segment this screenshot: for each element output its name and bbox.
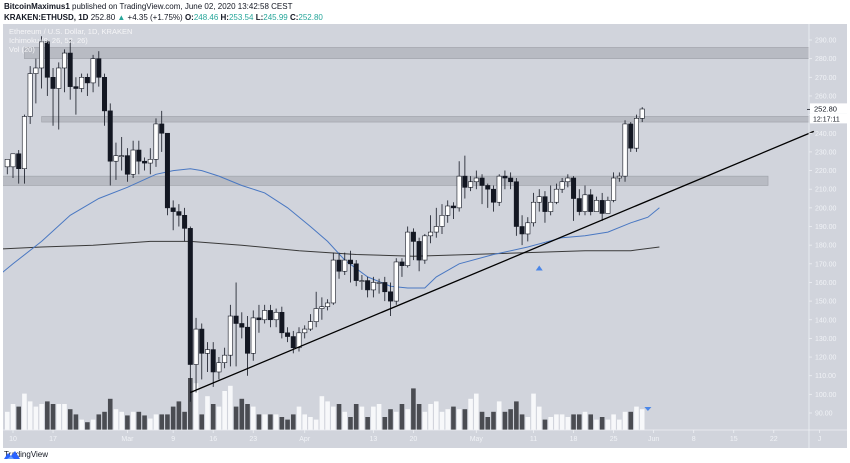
last-price-label: [810, 103, 847, 114]
price-tick: 90.00: [815, 411, 833, 418]
resistance-zone[interactable]: [24, 47, 810, 59]
price-change: +4.35 (+1.75%): [127, 13, 183, 22]
countdown-label: [810, 113, 847, 124]
time-tick: 10: [9, 436, 17, 443]
price-tick: 140.00: [815, 317, 837, 324]
high-value: 253.54: [228, 13, 254, 22]
price-tick: 110.00: [815, 373, 836, 380]
close-value: 252.80: [298, 13, 323, 22]
symbol: KRAKEN:ETHUSD, 1D: [4, 13, 89, 22]
up-arrow-icon: ▲: [117, 13, 126, 22]
chart-canvas[interactable]: 290.00280.00270.00260.00250.00240.00230.…: [3, 24, 847, 448]
price-tick: 290.00: [815, 38, 837, 45]
price-tick: 230.00: [815, 149, 837, 156]
price-tick: 150.00: [815, 299, 837, 306]
time-tick: 8: [692, 436, 696, 443]
price-tick: 220.00: [815, 168, 837, 175]
volume-bars: [4, 378, 645, 430]
time-tick: 18: [570, 436, 578, 443]
time-tick: 16: [209, 436, 217, 443]
price-tick: 120.00: [815, 355, 837, 362]
time-tick: J: [818, 436, 822, 443]
high-label: H:: [220, 13, 229, 22]
ma-short-line[interactable]: [3, 168, 660, 289]
low-value: 245.99: [263, 13, 288, 22]
price-tick: 170.00: [815, 261, 837, 268]
resistance-zone[interactable]: [41, 116, 810, 123]
legend-ichimoku[interactable]: Ichimoku (9, 26, 52, 26): [9, 36, 88, 45]
arrow-up-icon[interactable]: [535, 265, 543, 271]
time-tick: 13: [369, 436, 377, 443]
symbol-info: KRAKEN:ETHUSD, 1D 252.80 ▲ +4.35 (+1.75%…: [4, 13, 323, 22]
ma-long-line[interactable]: [3, 240, 660, 257]
time-tick: 17: [49, 436, 57, 443]
time-tick: 25: [610, 436, 618, 443]
candles[interactable]: [4, 36, 645, 402]
price-tick: 130.00: [815, 336, 837, 343]
open-label: O:: [184, 13, 194, 22]
price-tick: 180.00: [815, 243, 837, 250]
legend-volume[interactable]: Vol (20): [9, 45, 35, 54]
price-tick: 160.00: [815, 280, 837, 287]
legend-title: Ethereum / U.S. Dollar, 1D, KRAKEN: [9, 27, 133, 36]
countdown-text: 12:17:11: [813, 116, 840, 123]
price-tick: 200.00: [815, 205, 837, 212]
price-tick: 100.00: [815, 392, 837, 399]
time-tick: 15: [730, 436, 738, 443]
time-tick: 23: [249, 436, 257, 443]
price-tick: 240.00: [815, 131, 837, 138]
low-label: L:: [255, 13, 264, 22]
time-tick: 22: [770, 436, 778, 443]
tradingview-logo-icon: [4, 451, 20, 459]
time-tick: 11: [530, 436, 537, 443]
brand-name: TradingView: [4, 450, 49, 459]
last-price: 252.80: [90, 13, 116, 22]
time-tick: 9: [171, 436, 175, 443]
time-tick: Jun: [648, 436, 659, 443]
author-name[interactable]: BitcoinMaximus1: [4, 2, 70, 11]
last-price-text: 252.80: [814, 104, 837, 113]
chart-pane[interactable]: 290.00280.00270.00260.00250.00240.00230.…: [3, 24, 847, 448]
time-tick: Apr: [299, 436, 311, 443]
publish-info: BitcoinMaximus1 published on TradingView…: [4, 2, 292, 11]
time-tick: May: [470, 436, 484, 443]
arrow-down-icon[interactable]: [644, 407, 652, 411]
trendline[interactable]: [190, 130, 815, 394]
footer-brand[interactable]: TradingView: [4, 450, 48, 459]
price-tick: 270.00: [815, 75, 837, 82]
price-tick: 190.00: [815, 224, 837, 231]
open-value: 248.46: [193, 13, 219, 22]
publish-text: published on TradingView.com, June 02, 2…: [72, 2, 293, 11]
close-label: C:: [289, 13, 299, 22]
resistance-zone[interactable]: [3, 175, 769, 186]
price-tick: 210.00: [815, 187, 837, 194]
time-tick: 20: [410, 436, 418, 443]
price-tick: 280.00: [815, 56, 837, 63]
time-tick: Mar: [121, 436, 134, 443]
price-tick: 260.00: [815, 93, 837, 100]
